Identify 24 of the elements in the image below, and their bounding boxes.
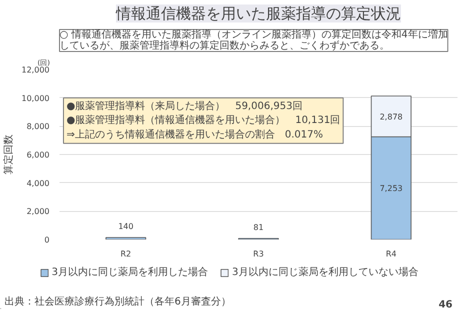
x-tick-label: R2 bbox=[120, 250, 132, 258]
data-label: 81 bbox=[253, 222, 264, 232]
data-label: 140 bbox=[118, 222, 134, 232]
annotation: ⇒上記のうち情報通信機器を用いた場合の割合 0.017% bbox=[66, 128, 323, 140]
y-tick-label: 8,000 bbox=[26, 122, 50, 132]
y-tick-label: 4,000 bbox=[26, 178, 50, 188]
data-label: 2,878 bbox=[380, 112, 403, 122]
data-label: 7,253 bbox=[380, 184, 403, 194]
x-tick-label: R4 bbox=[386, 250, 396, 258]
annotation: ●服薬管理指導料（来局した場合） 59,006,953回 bbox=[66, 100, 302, 112]
y-tick-label: 2,000 bbox=[26, 207, 50, 216]
y-axis-title: 算定回数 bbox=[2, 134, 15, 174]
y-tick-label: 0 bbox=[44, 236, 50, 244]
text: 46 bbox=[438, 300, 453, 310]
y-tick-label: 12,000 bbox=[22, 66, 50, 74]
x-tick-label: R3 bbox=[253, 250, 264, 258]
chart-title: 情報通信機器を用いた服薬指導の算定状況 bbox=[115, 4, 401, 22]
legend-label: 3月以内に同じ薬局を利用した場合 bbox=[52, 266, 208, 279]
annotation: ●服薬管理指導料（情報通信機器を用いた場合） 10,131回 bbox=[66, 114, 340, 126]
y-tick-label: 10,000 bbox=[22, 94, 50, 103]
chart-subtitle: ○ 情報通信機器を用いた服薬指導（オンライン服薬指導）の算定回数は令和4年に増加しているが、服薬管理指導料の算定回数からみると、ごくわずかである。 bbox=[60, 28, 448, 52]
source-note: 出典：社会医療診療行為別統計（各年6月審査分） bbox=[4, 296, 231, 308]
legend-label: 3月以内に同じ薬局を利用していない場合 bbox=[232, 266, 418, 279]
y-tick-label: 6,000 bbox=[26, 150, 50, 160]
